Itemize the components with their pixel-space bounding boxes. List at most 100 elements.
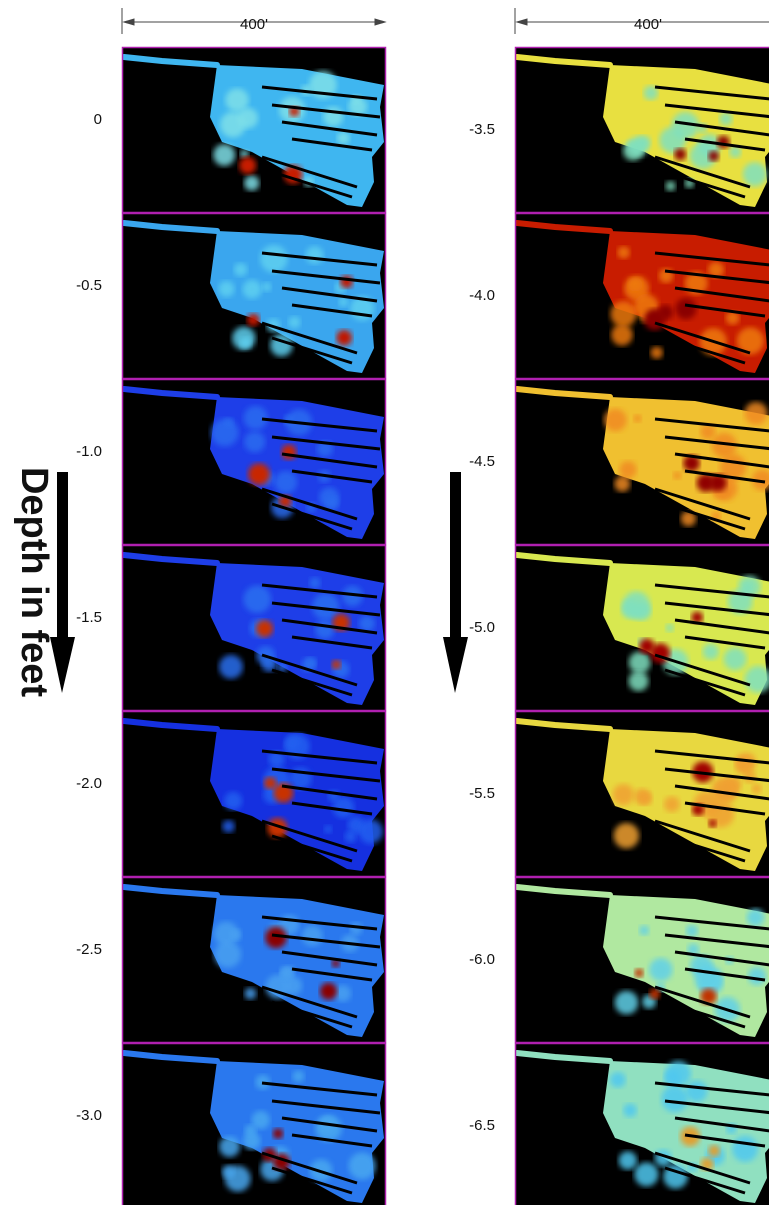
anomaly (247, 313, 260, 327)
panel-border (514, 212, 769, 380)
anomaly (675, 298, 697, 320)
anomaly (628, 651, 651, 674)
anomaly (292, 1070, 305, 1083)
gap (684, 1133, 766, 1148)
anomaly (611, 324, 633, 346)
anomaly (633, 414, 642, 423)
gap (664, 170, 746, 199)
gap (261, 251, 378, 267)
anomaly (711, 777, 738, 804)
depth-label: -2.0 (76, 775, 102, 792)
gap (674, 286, 769, 303)
anomaly (612, 783, 635, 806)
gap (291, 469, 373, 484)
panel-border (121, 1042, 387, 1205)
depth-slice (514, 212, 769, 380)
gap (281, 618, 378, 635)
anomaly (239, 149, 249, 159)
panel-border (514, 1042, 769, 1205)
survey-track (515, 718, 613, 732)
gap (664, 336, 746, 365)
depth-slice (121, 876, 387, 1044)
slice-image (515, 1043, 769, 1205)
panel-border (121, 46, 387, 214)
gap (271, 435, 381, 451)
anomaly (242, 279, 262, 299)
anomaly (708, 150, 720, 162)
anomaly (689, 142, 717, 170)
gap (271, 767, 381, 783)
gap (664, 767, 769, 783)
anomaly (222, 820, 235, 833)
gap (261, 155, 358, 189)
depth-slice (121, 1042, 387, 1205)
gap (281, 120, 378, 137)
slice-image (122, 711, 386, 877)
survey-track (122, 884, 220, 898)
anomaly (736, 327, 764, 355)
panel-border (121, 876, 387, 1044)
depth-label: -5.5 (469, 785, 495, 802)
anomaly (723, 647, 747, 671)
gap (664, 601, 769, 617)
gap (654, 1151, 751, 1185)
anomaly (344, 830, 357, 843)
depth-label: -1.5 (76, 609, 102, 626)
anomaly (348, 1152, 376, 1180)
gap (261, 85, 378, 101)
gap (271, 933, 381, 949)
survey-track (515, 54, 613, 68)
gap (664, 502, 746, 531)
anomaly (634, 968, 644, 978)
anomaly (719, 112, 733, 126)
anomaly (233, 262, 248, 277)
anomaly (338, 297, 349, 307)
anomaly (229, 928, 242, 941)
gap (271, 1166, 353, 1195)
gap (271, 1000, 353, 1029)
gap (664, 668, 746, 697)
gap (261, 985, 358, 1019)
gap (281, 950, 378, 967)
anomaly (683, 454, 700, 472)
gap (261, 321, 358, 355)
gap (291, 635, 373, 650)
depth-label: -4.5 (469, 453, 495, 470)
depth-slice (121, 46, 387, 214)
gap (674, 784, 769, 801)
gap (654, 819, 751, 853)
panel-border (514, 876, 769, 1044)
anomaly (256, 620, 274, 638)
anomaly (358, 819, 383, 844)
anomaly (661, 1085, 689, 1113)
anomaly (331, 959, 340, 968)
anomaly (628, 671, 649, 692)
gap (291, 303, 373, 318)
depth-slice (514, 710, 769, 878)
anomaly (747, 967, 767, 986)
depth-label: -3.0 (76, 1107, 102, 1124)
gap (654, 915, 769, 931)
anomaly (628, 277, 643, 292)
anomaly (315, 619, 335, 640)
anomaly (604, 408, 627, 432)
depth-label: -1.0 (76, 443, 102, 460)
gap (271, 170, 353, 199)
anomaly (613, 822, 640, 849)
survey-area (603, 729, 769, 871)
anomaly (265, 926, 287, 949)
gap (664, 269, 769, 285)
gap (271, 502, 353, 531)
survey-track (515, 552, 613, 566)
slice-image (122, 213, 386, 379)
anomaly (324, 825, 333, 834)
panel-border (514, 378, 769, 546)
anomaly (237, 107, 259, 129)
anomaly (623, 1103, 637, 1118)
gap (271, 601, 381, 617)
survey-track (515, 884, 613, 898)
anomaly (609, 1071, 626, 1088)
anomaly (700, 424, 716, 440)
anomaly (708, 819, 717, 828)
survey-track (515, 220, 613, 234)
